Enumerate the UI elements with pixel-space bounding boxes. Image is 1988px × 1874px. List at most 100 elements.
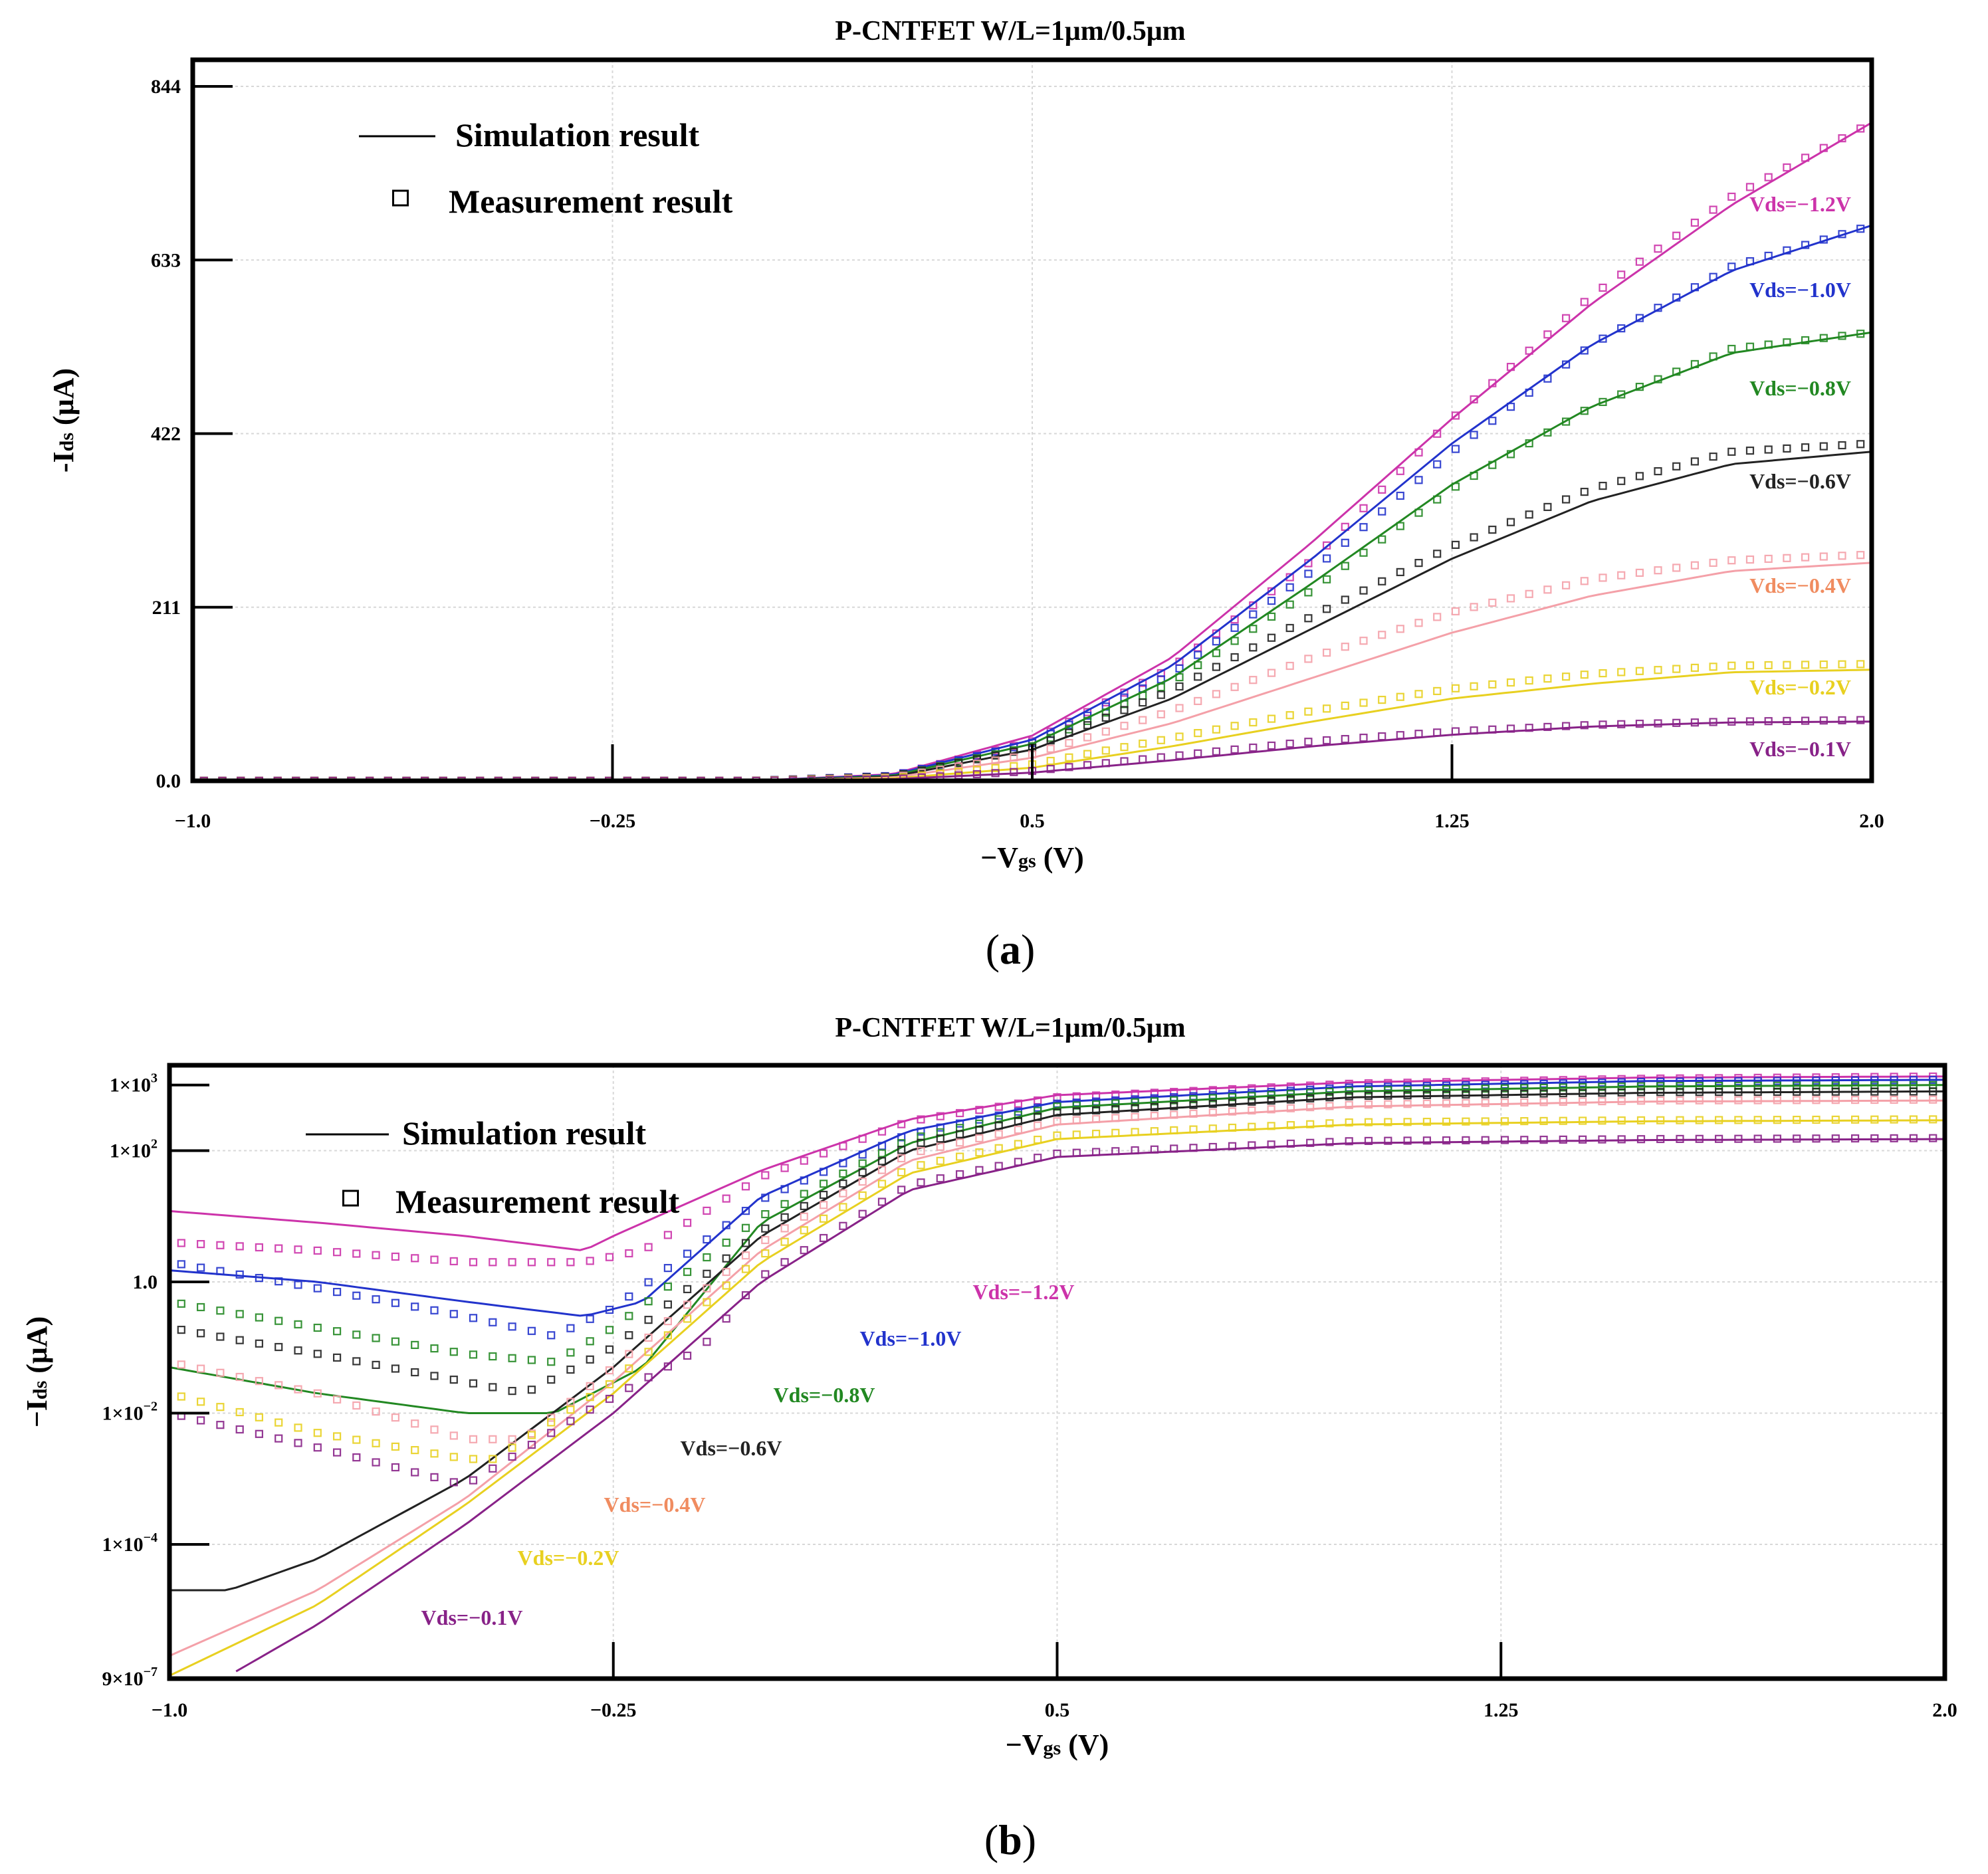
- y-tick-label: 1×10−4: [102, 1530, 158, 1556]
- measurement-marker: [1378, 535, 1386, 544]
- measurement-marker: [273, 776, 282, 781]
- measurement-marker: [313, 1429, 322, 1437]
- measurement-marker: [1543, 674, 1552, 683]
- measurement-marker: [1378, 732, 1386, 741]
- measurement-marker: [527, 1326, 536, 1335]
- measurement-marker: [1715, 1134, 1723, 1143]
- measurement-marker: [1170, 1110, 1178, 1119]
- measurement-marker: [586, 1314, 594, 1323]
- measurement-marker: [1364, 1118, 1373, 1126]
- measurement-marker: [1579, 1089, 1587, 1097]
- measurement-marker: [1083, 716, 1092, 726]
- measurement-marker: [352, 1330, 361, 1339]
- measurement-marker: [216, 1306, 225, 1315]
- measurement-marker: [1539, 1098, 1548, 1106]
- measurement-marker: [1525, 589, 1533, 598]
- measurement-marker: [352, 1291, 361, 1300]
- measurement-marker: [372, 1334, 380, 1342]
- measurement-marker: [1249, 643, 1258, 652]
- measurement-marker: [1325, 1093, 1334, 1102]
- chart-title: P-CNTFET W/L=1μm/0.5μm: [835, 16, 1185, 47]
- measurement-marker: [508, 1258, 516, 1267]
- measurement-marker: [1654, 304, 1662, 312]
- y-axis-label: −Ids (μA): [21, 1316, 53, 1428]
- measurement-marker: [275, 1342, 283, 1352]
- measurement-marker: [1451, 411, 1460, 420]
- measurement-marker: [1838, 332, 1846, 340]
- measurement-marker: [1442, 1099, 1451, 1108]
- measurement-marker: [605, 1380, 614, 1389]
- measurement-marker: [1267, 1140, 1275, 1149]
- measurement-marker: [780, 1224, 789, 1233]
- measurement-marker: [1345, 1118, 1353, 1127]
- measurement-marker: [1170, 1096, 1178, 1104]
- measurement-marker: [1745, 717, 1755, 726]
- measurement-marker: [1034, 1135, 1042, 1144]
- panel-b: P-CNTFET W/L=1μm/0.5μm 9×10−7 1×10−4 1×10−2…: [21, 1013, 1957, 1863]
- measurement-marker: [1422, 1136, 1431, 1145]
- measurement-marker: [1010, 768, 1018, 776]
- measurement-marker: [1120, 722, 1129, 730]
- measurement-marker: [391, 1413, 400, 1422]
- measurement-marker: [1635, 314, 1644, 322]
- measurement-marker: [1396, 522, 1404, 530]
- measurement-marker: [1304, 570, 1313, 578]
- measurement-marker: [839, 1203, 847, 1211]
- measurement-marker: [1230, 745, 1239, 754]
- measurement-marker: [663, 1263, 673, 1273]
- y-tick-label: 633: [151, 249, 181, 271]
- measurement-marker: [1562, 495, 1571, 504]
- x-tick-label: −0.25: [590, 810, 636, 832]
- measurement-marker: [1442, 1085, 1451, 1094]
- measurement-marker: [1488, 461, 1497, 469]
- measurement-marker: [411, 1419, 419, 1428]
- measurement-marker: [469, 1314, 478, 1322]
- measurement-marker: [1304, 655, 1313, 663]
- measurement-marker: [1083, 750, 1092, 758]
- measurement-marker: [1520, 1084, 1529, 1093]
- measurement-marker: [1617, 668, 1626, 677]
- y-tick-label: 211: [152, 597, 181, 619]
- measurement-marker: [1520, 1089, 1529, 1098]
- measurement-marker: [333, 1248, 342, 1257]
- measurement-marker: [1120, 706, 1129, 714]
- measurement-marker: [1396, 692, 1404, 701]
- chart-title: P-CNTFET W/L=1μm/0.5μm: [835, 1013, 1185, 1043]
- measurement-marker: [1819, 144, 1828, 152]
- measurement-marker: [800, 1176, 808, 1185]
- measurement-marker: [1065, 738, 1073, 748]
- measurement-marker: [372, 1295, 380, 1304]
- measurement-marker: [1403, 1136, 1412, 1145]
- measurement-marker: [1131, 1146, 1139, 1155]
- measurement-marker: [275, 1434, 283, 1443]
- measurement-marker: [1065, 728, 1073, 737]
- measurement-marker: [1228, 1093, 1237, 1102]
- measurement-marker: [660, 776, 669, 781]
- measurement-marker: [741, 1251, 750, 1260]
- measurement-marker: [586, 1355, 594, 1364]
- measurement-marker: [1267, 633, 1276, 642]
- measurement-marker: [1111, 1090, 1120, 1099]
- measurement-marker: [1562, 581, 1571, 589]
- measurement-marker: [1506, 362, 1515, 371]
- series-7: [177, 1134, 1945, 1673]
- measurement-marker: [994, 1162, 1003, 1170]
- measurement-marker: [586, 1382, 594, 1390]
- measurement-marker: [1543, 502, 1552, 512]
- measurement-marker: [703, 1338, 711, 1346]
- measurement-marker: [197, 1364, 205, 1373]
- legend-square-icon: [392, 189, 409, 207]
- measurement-marker: [1175, 704, 1184, 712]
- measurement-marker: [1727, 447, 1736, 456]
- measurement-marker: [237, 776, 245, 781]
- measurement-marker: [1396, 467, 1404, 475]
- curve-label-5: Vds=−0.4V: [1749, 573, 1851, 597]
- measurement-marker: [1672, 293, 1681, 302]
- measurement-marker: [819, 1233, 828, 1243]
- measurement-marker: [858, 1177, 867, 1186]
- measurement-marker: [255, 776, 263, 781]
- measurement-marker: [1228, 1107, 1237, 1116]
- measurement-marker: [1267, 1122, 1275, 1130]
- measurement-marker: [1046, 765, 1055, 774]
- measurement-marker: [877, 1197, 887, 1206]
